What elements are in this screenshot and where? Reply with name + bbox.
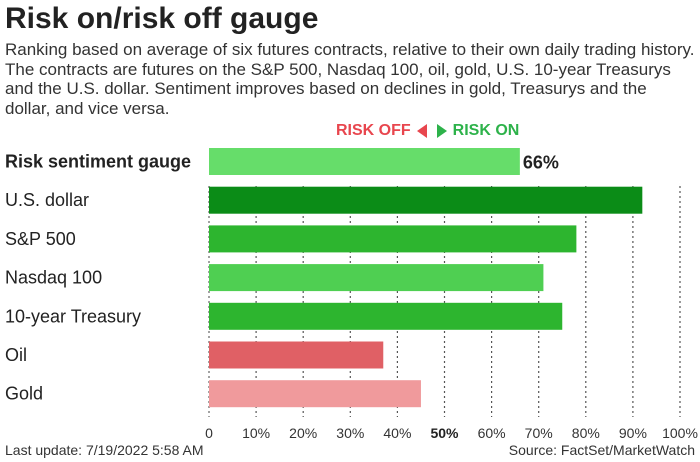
category-label: Gold — [5, 384, 43, 404]
source-credit: Source: FactSet/MarketWatch — [508, 442, 695, 458]
bar — [209, 264, 544, 292]
x-tick-label: 100% — [662, 425, 698, 441]
x-tick-label: 0 — [205, 425, 213, 441]
bars — [209, 148, 643, 408]
x-tick-label: 80% — [572, 425, 600, 441]
bar — [209, 148, 520, 175]
category-label: Nasdaq 100 — [5, 268, 102, 288]
x-axis-ticks: 0 10% 20% 30% 40% 50% 60% 70% 80% 90% 100% — [205, 425, 698, 441]
bar — [209, 186, 643, 214]
x-tick-label: 50% — [430, 425, 459, 441]
risk-legend: RISK OFF RISK ON — [336, 122, 519, 140]
bar — [209, 380, 421, 408]
category-label: Oil — [5, 345, 27, 365]
x-tick-label: 40% — [383, 425, 411, 441]
category-label: U.S. dollar — [5, 190, 89, 210]
x-tick-label: 20% — [289, 425, 317, 441]
left-arrow-icon — [416, 124, 427, 138]
last-update: Last update: 7/19/2022 5:58 AM — [5, 442, 204, 458]
category-label: S&P 500 — [5, 229, 76, 249]
chart-subtitle: Ranking based on average of six futures … — [5, 40, 695, 118]
category-label: 10-year Treasury — [5, 306, 141, 326]
grid-lines — [208, 186, 681, 417]
risk-on-label: RISK ON — [452, 122, 520, 139]
bar — [209, 341, 384, 369]
bar — [209, 225, 577, 253]
x-tick-label: 60% — [478, 425, 506, 441]
risk-off-label: RISK OFF — [336, 122, 411, 139]
x-tick-label: 10% — [242, 425, 270, 441]
x-tick-label: 30% — [336, 425, 364, 441]
value-label: 66% — [523, 153, 559, 173]
right-arrow-icon — [436, 124, 447, 138]
x-tick-label: 70% — [525, 425, 553, 441]
bar — [209, 302, 563, 330]
chart-title: Risk on/risk off gauge — [5, 2, 319, 35]
x-tick-label: 90% — [619, 425, 647, 441]
category-label: Risk sentiment gauge — [5, 152, 191, 172]
category-labels: Risk sentiment gauge 66% U.S. dollar S&P 50… — [5, 152, 559, 404]
